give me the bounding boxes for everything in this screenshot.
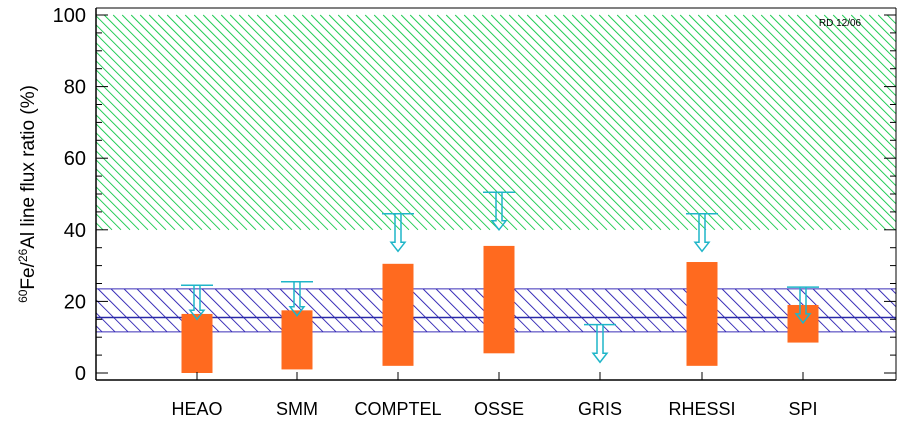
y-tick-label: 0 (75, 363, 86, 385)
y-tick-label: 100 (53, 5, 86, 27)
corner-annotation: RD 12/06 (819, 18, 862, 29)
arrow-down-icon (591, 324, 609, 364)
x-tick-label: SPI (788, 399, 817, 419)
bar-heao (181, 313, 213, 373)
arrow-down-icon (490, 192, 508, 232)
x-tick-label: GRIS (578, 399, 622, 419)
upper-limit-arrow-osse (483, 191, 515, 232)
y-axis-title: 60Fe/26Al line flux ratio (%) (16, 85, 39, 303)
upper-limit-arrow-smm (281, 280, 313, 317)
x-tick-label: HEAO (171, 399, 222, 419)
y-axis-title-rest: Al line flux ratio (%) (18, 85, 39, 249)
upper-limit-arrow-rhessi (686, 212, 718, 253)
hatched-region-0 (96, 14, 896, 231)
bar-rhessi (686, 262, 718, 366)
arrow-down-icon (389, 213, 407, 253)
y-tick-label: 60 (64, 148, 86, 170)
bar-smm (281, 310, 313, 370)
hatch-lines-0 (96, 14, 896, 231)
arrow-down-icon (693, 213, 711, 253)
y-tick-label: 20 (64, 291, 86, 313)
y-tick-label: 40 (64, 220, 86, 242)
y-axis-title-sup1: 60 (16, 289, 30, 303)
y-axis-title-mid1: Fe/ (18, 261, 39, 289)
upper-limit-arrow-heao (181, 284, 213, 321)
hatch-lines-1 (96, 288, 896, 333)
upper-limit-arrow-spi (787, 286, 819, 325)
arrow-down-icon (188, 285, 206, 321)
arrow-down-icon (794, 287, 812, 325)
upper-limit-arrow-gris (584, 323, 616, 364)
x-tick-label: COMPTEL (354, 399, 441, 419)
x-tick-label: OSSE (474, 399, 524, 419)
upper-limit-arrow-comptel (382, 212, 414, 253)
bar-osse (483, 245, 515, 354)
y-tick-label: 80 (64, 77, 86, 99)
x-tick-label: RHESSI (668, 399, 735, 419)
arrow-down-icon (288, 281, 306, 317)
bar-comptel (382, 263, 414, 366)
x-tick-label: SMM (276, 399, 318, 419)
y-axis-title-sup2: 26 (16, 248, 30, 262)
